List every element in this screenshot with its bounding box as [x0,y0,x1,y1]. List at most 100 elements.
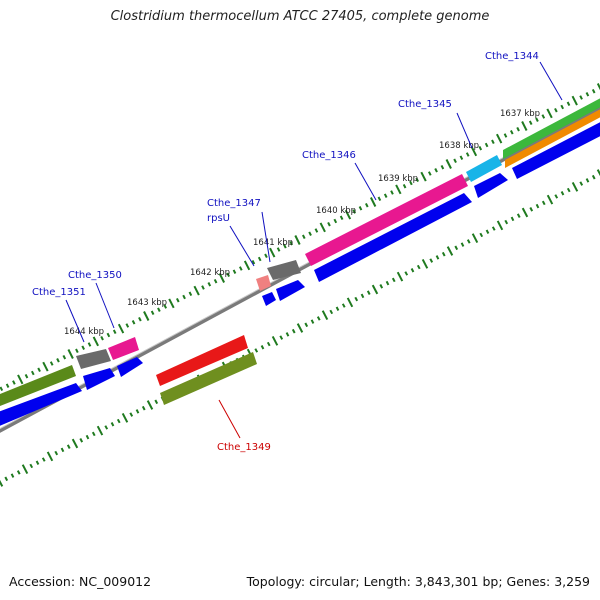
tick-mark [239,266,243,271]
tick-mark [358,206,363,211]
tick-mark [546,108,553,119]
feature-cthe-1350[interactable] [108,337,139,360]
tick-mark [395,184,402,195]
gene-label-cthe-1347[interactable]: Cthe_1347 [207,198,261,209]
tick-mark [12,380,16,385]
tick-mark [346,297,354,308]
tick-mark [96,425,104,436]
feature-cthe-1349-red[interactable] [156,335,248,386]
tick-mark [566,101,571,107]
tick-mark [0,479,4,487]
tick-mark [339,215,344,221]
tick-mark [429,258,434,263]
tick-mark [232,269,237,274]
tick-mark [377,196,382,202]
feature-cthe-1344-green[interactable] [503,92,600,159]
tick-mark [596,83,600,91]
tick-mark [289,240,293,246]
cds-arrow-1344[interactable] [512,116,600,179]
tick-mark [296,323,304,333]
tick-mark [92,336,99,347]
gene-label-cthe-1344[interactable]: Cthe_1344 [485,51,539,62]
cds-arrow-rpsu[interactable] [262,292,276,306]
tick-mark [479,232,484,238]
tick-mark [453,158,457,164]
cds-arrow-1347[interactable] [276,280,305,301]
leader-cthe-1347 [261,211,271,263]
tick-mark [5,383,10,388]
leader-cthe-1345 [456,112,473,149]
tick-mark [54,450,59,456]
tick-mark [251,259,256,265]
ruler-label-1642: 1642 kbp [190,268,230,278]
tick-mark [254,348,259,353]
tick-mark [365,202,369,208]
feature-cthe-1345[interactable] [466,155,502,182]
tick-mark [554,194,559,199]
tick-mark [516,213,521,218]
tick-mark [207,282,212,287]
tick-mark [91,431,96,437]
tick-mark [535,117,539,122]
gene-label-cthe-1351[interactable]: Cthe_1351 [32,287,86,298]
tick-mark [541,200,546,206]
gene-label-cthe-1349[interactable]: Cthe_1349 [217,442,271,453]
tick-mark [327,221,331,227]
tick-mark [420,171,427,182]
tick-mark [319,222,326,233]
tick-mark [46,451,54,462]
tick-mark [329,309,334,315]
tick-mark [510,216,515,222]
tick-mark [168,298,175,309]
cds-arrow-1345[interactable] [474,173,508,198]
tick-mark [460,242,465,247]
feature-rpsu[interactable] [256,275,271,291]
tick-mark [478,145,483,151]
tick-mark [266,341,271,347]
feature-cthe-1347[interactable] [267,260,301,280]
tick-mark [131,320,136,325]
cds-arrow-1351[interactable] [83,368,115,390]
feature-cthe-1344-orange[interactable] [505,103,600,168]
tick-mark [521,121,528,131]
feature-cthe-1351-gray[interactable] [76,349,111,369]
tick-mark [529,207,534,212]
tick-mark [596,169,600,177]
gene-label-cthe-1346[interactable]: Cthe_1346 [302,150,356,161]
tick-mark [390,190,394,195]
tick-mark [60,447,65,453]
tick-mark [560,191,565,196]
gene-label-cthe-1350[interactable]: Cthe_1350 [68,270,122,281]
tick-mark [528,120,533,126]
tick-mark [484,142,489,148]
tick-mark [579,181,584,186]
tick-mark [35,460,40,465]
tick-mark [379,284,384,289]
tick-mark [188,291,193,297]
tick-mark [129,412,134,417]
tick-mark [571,95,578,106]
gene-label-cthe-1345[interactable]: Cthe_1345 [398,99,452,110]
feature-cthe-1346[interactable] [305,174,468,266]
feature-cthe-1351-olive[interactable] [0,365,76,410]
tick-mark [496,133,503,144]
tick-mark [504,219,509,225]
cds-arrow-1350[interactable] [117,357,143,377]
tick-mark [352,209,356,214]
cds-arrow-1346[interactable] [314,193,472,282]
gene-label-rpsu[interactable]: rpsU [207,213,230,224]
tick-mark [402,183,407,189]
ruler-label-1637: 1637 kbp [500,109,540,119]
tick-mark [546,194,554,205]
tick-mark [445,159,452,169]
cds-arrow-left[interactable] [0,383,82,430]
tick-mark [67,349,74,359]
ruler-label-1644: 1644 kbp [64,327,104,337]
tick-mark [42,361,49,372]
tick-mark [308,231,312,236]
tick-mark [491,226,496,231]
ruler-labels: 1637 kbp 1638 kbp 1639 kbp 1640 kbp 1641… [64,109,540,337]
tick-mark [521,207,529,218]
feature-cthe-1349-olive[interactable] [160,352,257,405]
tick-mark [106,332,111,338]
